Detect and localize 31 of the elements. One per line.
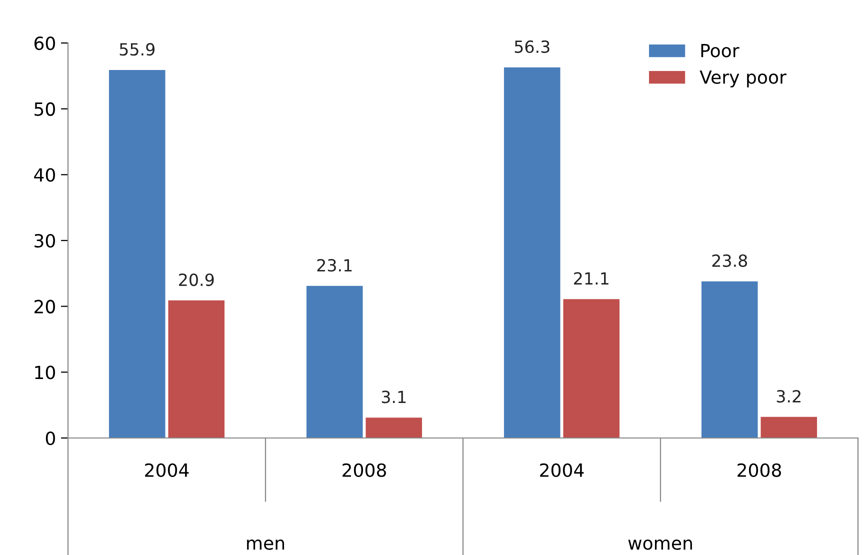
y-tick-label: 40 bbox=[34, 168, 55, 182]
data-label: 21.1 bbox=[574, 272, 608, 285]
legend-label: Very poor bbox=[700, 70, 786, 88]
x-tick-label: 2004 bbox=[145, 463, 189, 477]
bar bbox=[760, 416, 818, 438]
data-label: 3.1 bbox=[382, 390, 406, 404]
bar bbox=[563, 299, 620, 438]
text: men bbox=[247, 540, 284, 550]
y-tick-label: 30 bbox=[34, 234, 55, 248]
data-label: 56.3 bbox=[514, 40, 550, 54]
legend-label: Poor bbox=[701, 44, 740, 58]
x-tick-label: 2008 bbox=[342, 463, 386, 477]
y-tick-label: 10 bbox=[35, 366, 55, 380]
bar bbox=[366, 418, 422, 438]
bar bbox=[306, 286, 363, 438]
data-label: 23.1 bbox=[317, 258, 352, 272]
x-tick-label: 2004 bbox=[540, 463, 584, 477]
data-label: 55.9 bbox=[120, 43, 155, 56]
data-label: 3.2 bbox=[776, 390, 800, 403]
bar bbox=[168, 300, 225, 438]
y-tick-label: 50 bbox=[34, 102, 55, 116]
data-label: 23.8 bbox=[712, 254, 748, 267]
bar bbox=[701, 281, 758, 438]
y-tick-label: 0 bbox=[46, 431, 55, 446]
text: women bbox=[628, 540, 692, 550]
x-tick-label: 2008 bbox=[738, 463, 781, 477]
y-tick-label: 20 bbox=[34, 300, 55, 314]
bar bbox=[504, 67, 560, 438]
data-label: 20.9 bbox=[179, 273, 214, 286]
bar bbox=[108, 70, 166, 438]
y-tick-label: 60 bbox=[34, 36, 55, 50]
